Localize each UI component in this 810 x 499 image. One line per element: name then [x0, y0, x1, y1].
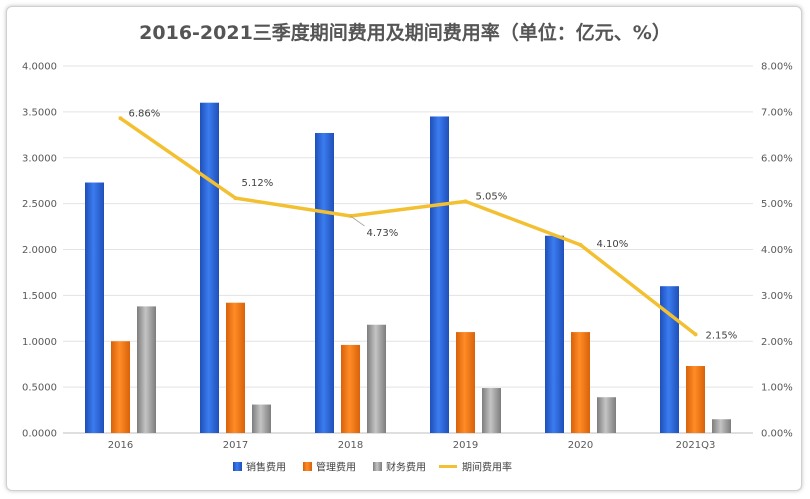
rate-line: 6.86% 5.12% 4.73% 5.05% 4.10% 2.15% — [118, 108, 738, 341]
leader-line — [350, 215, 365, 227]
x-tick-label: 2019 — [453, 440, 478, 451]
x-tick-label: 2016 — [108, 440, 133, 451]
x-tick-label: 2017 — [223, 440, 248, 451]
y-left-tick-label: 1.5000 — [22, 291, 57, 302]
bars — [85, 102, 731, 434]
rate-data-label: 4.10% — [597, 239, 629, 250]
bar-1 — [430, 116, 449, 434]
axes: 0.0000 0.00% 0.5000 1.00% 1.0000 2.00% 1.5000 3… — [22, 62, 793, 452]
bar-2 — [341, 344, 360, 433]
rate-point — [693, 332, 698, 337]
rate-point — [463, 199, 468, 204]
bar-3 — [137, 306, 156, 433]
legend-item: 销售费用 — [233, 461, 286, 474]
bar-2 — [571, 332, 590, 433]
bar-2 — [456, 332, 475, 433]
rate-data-label: 6.86% — [129, 108, 161, 119]
rate-data-label: 2.15% — [706, 330, 738, 341]
legend-item: 管理费用 — [303, 461, 356, 474]
bar-2 — [686, 366, 705, 433]
rate-point — [578, 242, 583, 247]
y-left-tick-label: 2.5000 — [22, 199, 57, 210]
bar-1 — [200, 102, 219, 433]
rate-data-label: 5.12% — [242, 178, 274, 189]
bar-3 — [597, 397, 616, 433]
x-tick-label: 2018 — [338, 440, 363, 451]
y-left-tick-label: 0.0000 — [22, 429, 57, 440]
rate-line-path — [118, 116, 698, 337]
gridlines — [63, 65, 753, 434]
legend-label: 期间费用率 — [462, 461, 512, 474]
bar-2 — [226, 302, 245, 433]
y-right-tick-label: 7.00% — [761, 107, 793, 118]
rate-point — [233, 196, 238, 201]
bar-1 — [545, 235, 564, 433]
bar-3 — [252, 404, 271, 433]
y-left-tick-label: 2.0000 — [22, 245, 57, 256]
legend-label: 销售费用 — [246, 461, 286, 474]
y-right-tick-label: 8.00% — [761, 62, 793, 73]
bar-2 — [111, 341, 130, 433]
y-right-tick-label: 1.00% — [761, 383, 793, 394]
y-right-tick-label: 0.00% — [761, 429, 793, 440]
x-tick-label: 2020 — [568, 440, 593, 451]
y-right-tick-label: 6.00% — [761, 153, 793, 164]
y-left-tick-label: 3.5000 — [22, 107, 57, 118]
y-right-tick-label: 5.00% — [761, 199, 793, 210]
y-right-tick-label: 4.00% — [761, 245, 793, 256]
bar-3 — [367, 324, 386, 433]
legend-label: 管理费用 — [316, 461, 356, 474]
bar-3 — [482, 388, 501, 433]
x-tick-label: 2021Q3 — [676, 440, 716, 451]
y-left-tick-label: 3.0000 — [22, 153, 57, 164]
legend-label: 财务费用 — [386, 461, 426, 474]
y-left-tick-label: 0.5000 — [22, 383, 57, 394]
legend: 销售费用 管理费用 财务费用 期间费用率 — [233, 461, 512, 474]
legend-swatch — [233, 462, 242, 471]
chart-title: 2016-2021三季度期间费用及期间费用率（单位：亿元、%） — [139, 22, 671, 44]
y-left-tick-label: 4.0000 — [22, 62, 57, 73]
rate-data-label: 4.73% — [367, 228, 399, 239]
bar-1 — [660, 286, 679, 433]
bar-3 — [712, 419, 731, 433]
y-right-tick-label: 3.00% — [761, 291, 793, 302]
legend-swatch — [303, 462, 312, 471]
bar-1 — [85, 182, 104, 433]
bar-1 — [315, 132, 334, 434]
rate-data-label: 5.05% — [476, 191, 508, 202]
rate-point — [118, 116, 123, 121]
legend-item: 期间费用率 — [439, 461, 512, 474]
y-right-tick-label: 2.00% — [761, 337, 793, 348]
legend-item: 财务费用 — [373, 461, 426, 474]
y-left-tick-label: 1.0000 — [22, 337, 57, 348]
legend-swatch — [373, 462, 382, 471]
